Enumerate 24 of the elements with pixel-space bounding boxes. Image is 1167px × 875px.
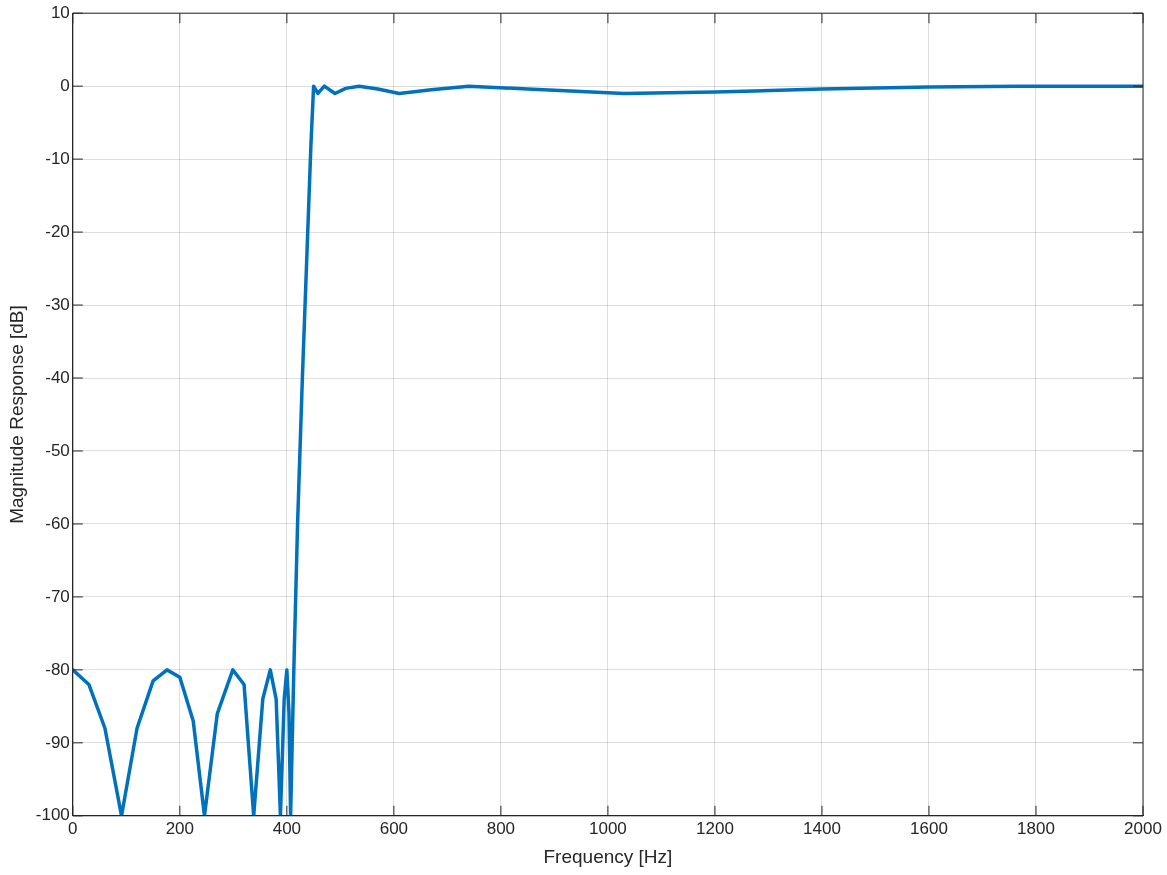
x-tick-label: 1000 [589, 818, 627, 838]
x-tick-label: 1800 [1017, 818, 1055, 838]
y-tick-label: 0 [60, 75, 70, 95]
y-tick-label: -40 [45, 367, 70, 387]
y-tick-label: -60 [45, 513, 70, 533]
x-tick-label: 400 [272, 818, 302, 838]
x-tick-label: 200 [165, 818, 195, 838]
x-tick-label: 1600 [910, 818, 948, 838]
x-tick-label: 600 [379, 818, 409, 838]
y-tick-label: -10 [45, 148, 70, 168]
y-tick-label: 10 [50, 2, 70, 22]
x-axis-title: Frequency [Hz] [543, 845, 673, 867]
x-tick-label: 2000 [1124, 818, 1162, 838]
y-axis-title: Magnitude Response [dB] [5, 305, 27, 524]
x-tick-label: 1200 [696, 818, 734, 838]
y-tick-label: -90 [45, 732, 70, 752]
y-tick-label: -50 [45, 440, 70, 460]
x-tick-label: 800 [486, 818, 516, 838]
y-tick-label: -80 [45, 659, 70, 679]
y-tick-label: -30 [45, 294, 70, 314]
x-tick-label: 1400 [803, 818, 841, 838]
y-tick-label: -70 [45, 586, 70, 606]
y-tick-label: -100 [35, 805, 70, 825]
y-tick-label: -20 [45, 221, 70, 241]
